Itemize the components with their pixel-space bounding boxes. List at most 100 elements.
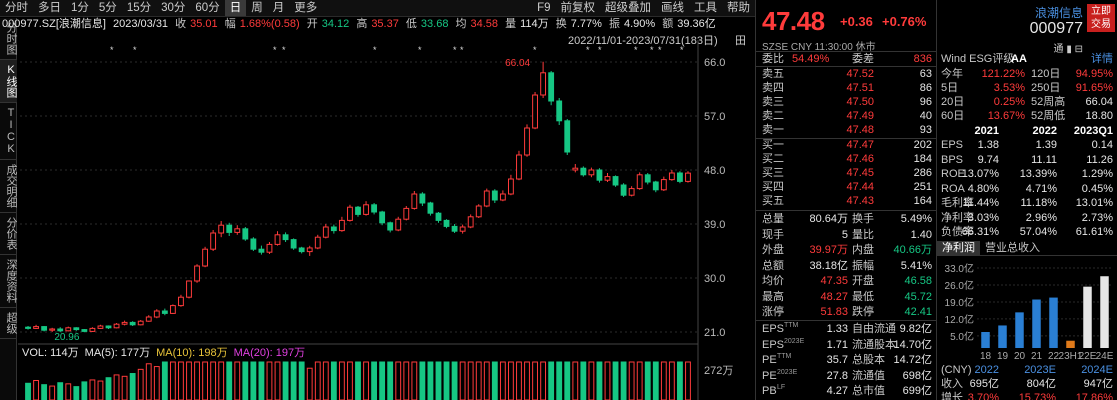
candle-body xyxy=(620,184,627,196)
event-marker[interactable]: * xyxy=(460,45,464,55)
volume-bar xyxy=(540,361,547,400)
forecast-year: 2023E xyxy=(1024,364,1056,376)
volume-bar xyxy=(161,361,168,400)
perf-value: 0.25% xyxy=(993,96,1025,108)
date-range[interactable]: 2022/11/01-2023/07/31(183日) xyxy=(568,35,718,47)
view-tab-1[interactable]: K线图 xyxy=(0,60,17,103)
fin-chart-tab-0[interactable]: 净利润 xyxy=(937,241,980,255)
perf-label: 60日 xyxy=(941,110,965,122)
period-tab-9[interactable]: 月 xyxy=(272,2,285,14)
kline-chart[interactable]: 66.057.048.039.030.021.0* * * * * * * * * * * * * * *6… xyxy=(18,40,754,400)
toolbar-tool-3[interactable]: 画线 xyxy=(661,2,684,14)
candle-body xyxy=(97,325,104,329)
event-marker[interactable]: * xyxy=(658,45,662,55)
event-marker[interactable]: * xyxy=(373,45,377,55)
fin-value: 0.45% xyxy=(1081,182,1113,195)
trade-now-button[interactable]: 立即交易 xyxy=(1087,4,1115,32)
event-marker[interactable]: * xyxy=(634,45,638,55)
toolbar-tool-2[interactable]: 超级叠加 xyxy=(605,2,651,14)
period-tab-0[interactable]: 分时 xyxy=(5,2,28,14)
fund-label: 自由流通 xyxy=(852,323,896,335)
volume-bar xyxy=(660,361,667,400)
candle-body xyxy=(508,178,514,195)
event-marker[interactable]: * xyxy=(586,45,590,55)
event-marker[interactable]: * xyxy=(650,45,654,55)
volume-bar xyxy=(298,361,305,400)
stat-label: 开盘 xyxy=(852,275,874,287)
period-tab-4[interactable]: 15分 xyxy=(126,2,152,14)
low-label: 低 xyxy=(405,18,417,30)
fin-value: 11.18% xyxy=(1020,197,1058,209)
ask-price: 47.50 xyxy=(846,96,874,108)
range-settings-icon[interactable]: 田 xyxy=(735,35,746,47)
period-tab-2[interactable]: 1分 xyxy=(71,2,89,14)
toolbar-tool-5[interactable]: 帮助 xyxy=(727,2,750,14)
event-marker[interactable]: * xyxy=(680,45,684,55)
volume-bar xyxy=(330,361,337,400)
volume-bar xyxy=(113,374,120,400)
volume-bar xyxy=(57,382,64,400)
view-tab-3[interactable]: 成交明细 xyxy=(0,160,17,213)
fin-row: ROA 4.80% 4.71% 0.45% xyxy=(941,182,1117,196)
view-tab-5[interactable]: 深度资料 xyxy=(0,255,17,308)
perf-label: 120日 xyxy=(1031,68,1061,80)
event-marker[interactable]: * xyxy=(273,45,277,55)
candle-body xyxy=(65,327,72,332)
panel-icons[interactable]: 通 ▮ ⊟ xyxy=(1053,44,1083,55)
event-marker[interactable]: * xyxy=(533,45,537,55)
volume-bar xyxy=(483,361,490,400)
event-marker[interactable]: * xyxy=(282,45,286,55)
toolbar-tool-1[interactable]: 前复权 xyxy=(560,2,596,14)
view-tab-0[interactable]: 分时图 xyxy=(0,18,17,60)
volume-legend: VOL: 114万 MA(5): 177万 MA(10): 198万 MA(20): … xyxy=(22,347,305,359)
candle-body xyxy=(467,216,474,228)
volume-bar xyxy=(210,361,217,400)
fin-year: 2023Q1 xyxy=(1073,125,1113,137)
period-tab-6[interactable]: 60分 xyxy=(195,2,220,14)
fund-row: EPS TTM 1.33 自由流通 9.82亿 xyxy=(762,322,936,336)
period-tab-5[interactable]: 30分 xyxy=(161,2,186,14)
stock-name[interactable]: 浪潮信息 xyxy=(1034,6,1083,20)
view-tab-6[interactable]: 超级 xyxy=(0,308,17,339)
perf-label: 今年 xyxy=(941,68,963,80)
weibi-label: 委比 xyxy=(762,53,784,65)
event-marker[interactable]: * xyxy=(453,45,457,55)
period-tab-1[interactable]: 多日 xyxy=(38,2,61,14)
event-marker[interactable]: * xyxy=(418,45,422,55)
candle-body xyxy=(371,204,378,213)
ask-label: 卖三 xyxy=(762,96,784,108)
candle-body xyxy=(459,226,466,232)
bar-y-label: 19.0亿 xyxy=(945,296,974,309)
fin-value: 2.73% xyxy=(1081,211,1113,224)
candle-body xyxy=(306,247,313,253)
toolbar-tool-0[interactable]: F9 xyxy=(537,2,551,14)
event-marker[interactable]: * xyxy=(110,45,114,55)
toolbar-tool-4[interactable]: 工具 xyxy=(694,2,717,14)
candle-body xyxy=(379,211,386,224)
volume-bar xyxy=(459,361,466,400)
event-marker[interactable]: * xyxy=(133,45,137,55)
fund-sub: TTM xyxy=(784,322,799,329)
esg-detail-link[interactable]: 详情 xyxy=(1091,53,1113,65)
volume-bar xyxy=(121,375,128,400)
candle-body xyxy=(218,224,225,234)
candle-body xyxy=(612,176,619,186)
period-tab-10[interactable]: 更多 xyxy=(294,2,318,14)
volume-bar xyxy=(652,361,659,400)
bar-y-label: 5.0亿 xyxy=(950,330,974,343)
volume-bar xyxy=(81,381,88,400)
period-tab-7[interactable]: 日 xyxy=(224,0,247,16)
candle-body xyxy=(524,127,530,156)
fin-chart-tab-1[interactable]: 营业总收入 xyxy=(985,242,1040,254)
period-tab-3[interactable]: 5分 xyxy=(98,2,117,14)
candle-body xyxy=(435,212,442,221)
candle-body xyxy=(153,310,160,318)
view-tab-2[interactable]: TICK xyxy=(0,103,17,160)
close-label: 收 xyxy=(175,18,187,30)
event-marker[interactable]: * xyxy=(598,45,602,55)
view-tab-4[interactable]: 分价表 xyxy=(0,213,17,255)
revenue-label: 收入 xyxy=(941,378,963,390)
bar-x-label: 23H1 xyxy=(1059,351,1083,362)
period-tab-8[interactable]: 周 xyxy=(251,2,263,14)
volume-bar xyxy=(435,361,442,400)
